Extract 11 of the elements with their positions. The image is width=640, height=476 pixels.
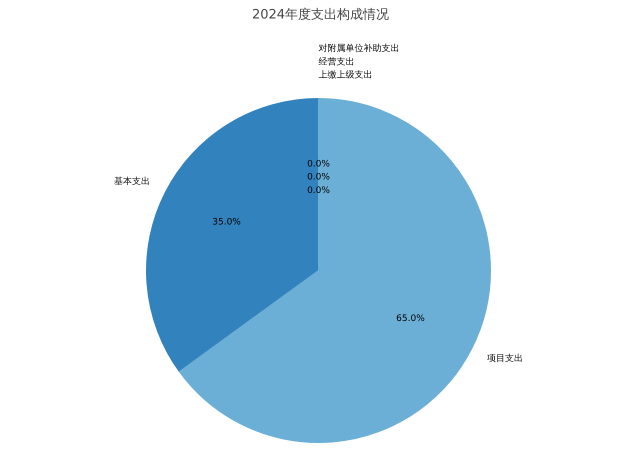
chart-title: 2024年度支出构成情况 bbox=[252, 6, 390, 22]
data-label: 65.0% bbox=[396, 314, 426, 324]
data-label: 35.0% bbox=[212, 217, 242, 228]
text: 0.0% bbox=[307, 186, 330, 196]
category-label: 经营支出 bbox=[318, 57, 354, 68]
text: 0.0% bbox=[307, 159, 330, 170]
slice-label: 项目支出 bbox=[487, 352, 524, 364]
category-label: 对附属单位补助支出 bbox=[318, 44, 400, 54]
category-label: 上缴上级支出 bbox=[318, 70, 372, 81]
text: 0.0% bbox=[307, 172, 330, 183]
slice-label: 基本支出 bbox=[114, 176, 150, 188]
